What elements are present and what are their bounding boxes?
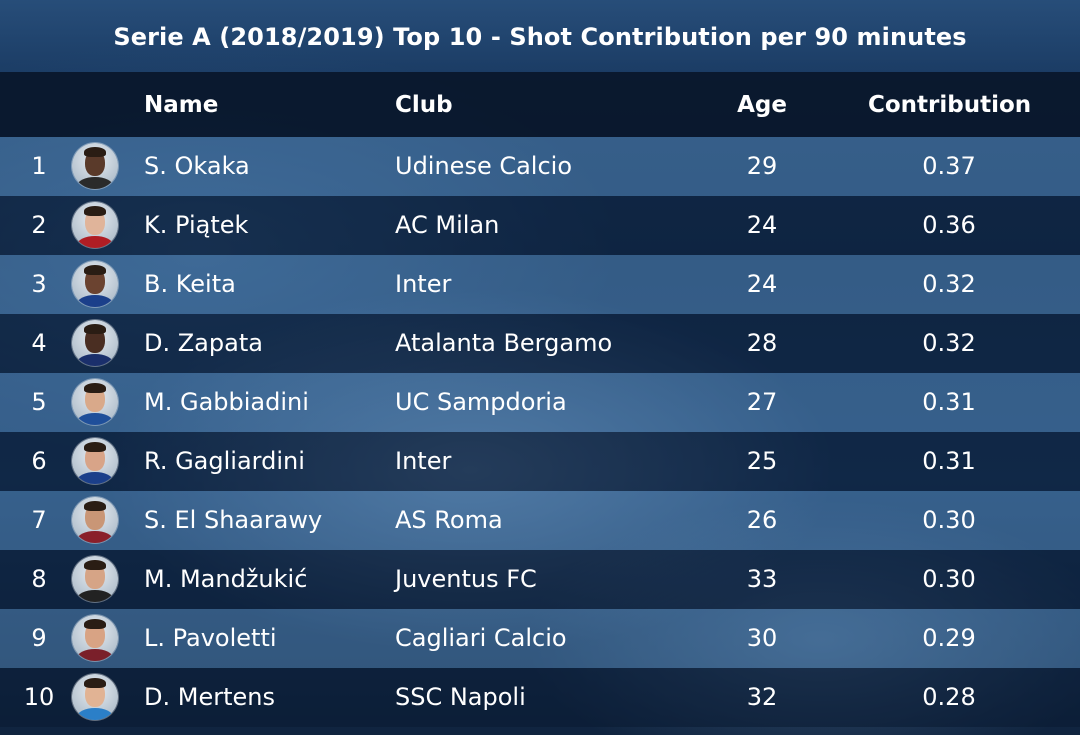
avatar-hair (84, 501, 106, 511)
table-row: 3 B. Keita Inter 24 0.32 (0, 255, 1080, 314)
column-header-name: Name (144, 92, 219, 118)
player-avatar (72, 438, 118, 484)
club-cell: Udinese Calcio (395, 152, 573, 180)
player-name-cell: B. Keita (144, 270, 236, 298)
table-row: 5 M. Gabbiadini UC Sampdoria 27 0.31 (0, 373, 1080, 432)
player-name-cell: D. Zapata (144, 329, 263, 357)
player-name-cell: D. Mertens (144, 683, 275, 711)
contribution-cell: 0.30 (922, 506, 976, 534)
chart-title: Serie A (2018/2019) Top 10 - Shot Contri… (0, 0, 1080, 72)
avatar-shirt (77, 295, 113, 307)
avatar-hair (84, 619, 106, 629)
avatar-hair (84, 265, 106, 275)
table-row: 6 R. Gagliardini Inter 25 0.31 (0, 432, 1080, 491)
rank-cell: 1 (31, 152, 47, 180)
player-avatar (72, 320, 118, 366)
contribution-cell: 0.32 (922, 329, 976, 357)
club-cell: Inter (395, 270, 452, 298)
player-name-cell: L. Pavoletti (144, 624, 277, 652)
player-name-cell: S. Okaka (144, 152, 250, 180)
club-cell: UC Sampdoria (395, 388, 567, 416)
avatar-shirt (77, 590, 113, 602)
avatar-shirt (77, 649, 113, 661)
column-header-contribution: Contribution (868, 92, 1032, 118)
club-cell: Cagliari Calcio (395, 624, 567, 652)
player-name-cell: R. Gagliardini (144, 447, 305, 475)
player-avatar (72, 674, 118, 720)
table-row: 7 S. El Shaarawy AS Roma 26 0.30 (0, 491, 1080, 550)
age-cell: 25 (746, 447, 778, 475)
contribution-cell: 0.31 (922, 388, 976, 416)
age-cell: 24 (746, 270, 778, 298)
player-avatar (72, 202, 118, 248)
rank-cell: 6 (31, 447, 47, 475)
column-header-club: Club (395, 92, 453, 118)
column-header-age: Age (737, 92, 787, 118)
avatar-hair (84, 324, 106, 334)
table-row: 4 D. Zapata Atalanta Bergamo 28 0.32 (0, 314, 1080, 373)
rank-cell: 5 (31, 388, 47, 416)
player-avatar (72, 497, 118, 543)
rank-cell: 9 (31, 624, 47, 652)
contribution-cell: 0.36 (922, 211, 976, 239)
avatar-hair (84, 442, 106, 452)
club-cell: SSC Napoli (395, 683, 526, 711)
table-row: 2 K. Piątek AC Milan 24 0.36 (0, 196, 1080, 255)
age-cell: 24 (746, 211, 778, 239)
club-cell: Juventus FC (395, 565, 537, 593)
rank-cell: 2 (31, 211, 47, 239)
club-cell: AS Roma (395, 506, 503, 534)
rank-cell: 3 (31, 270, 47, 298)
rank-cell: 7 (31, 506, 47, 534)
avatar-shirt (77, 708, 113, 720)
rank-cell: 10 (23, 683, 55, 711)
avatar-hair (84, 206, 106, 216)
avatar-shirt (77, 413, 113, 425)
table-row: 9 L. Pavoletti Cagliari Calcio 30 0.29 (0, 609, 1080, 668)
age-cell: 26 (746, 506, 778, 534)
age-cell: 32 (746, 683, 778, 711)
contribution-cell: 0.31 (922, 447, 976, 475)
avatar-hair (84, 147, 106, 157)
club-cell: AC Milan (395, 211, 500, 239)
table-row: 8 M. Mandžukić Juventus FC 33 0.30 (0, 550, 1080, 609)
contribution-cell: 0.30 (922, 565, 976, 593)
age-cell: 30 (746, 624, 778, 652)
player-avatar (72, 556, 118, 602)
table-body: 1 S. Okaka Udinese Calcio 29 0.37 2 K. Piątek A… (0, 137, 1080, 727)
rank-cell: 8 (31, 565, 47, 593)
player-name-cell: M. Mandžukić (144, 565, 308, 593)
avatar-shirt (77, 531, 113, 543)
player-name-cell: S. El Shaarawy (144, 506, 323, 534)
contribution-cell: 0.28 (922, 683, 976, 711)
table-header: Name Club Age Contribution (0, 72, 1080, 137)
player-name-cell: K. Piątek (144, 211, 249, 239)
avatar-hair (84, 678, 106, 688)
avatar-hair (84, 560, 106, 570)
age-cell: 33 (746, 565, 778, 593)
avatar-shirt (77, 472, 113, 484)
age-cell: 28 (746, 329, 778, 357)
player-name-cell: M. Gabbiadini (144, 388, 309, 416)
rank-cell: 4 (31, 329, 47, 357)
avatar-shirt (77, 354, 113, 366)
player-avatar (72, 615, 118, 661)
avatar-shirt (77, 236, 113, 248)
club-cell: Atalanta Bergamo (395, 329, 613, 357)
avatar-hair (84, 383, 106, 393)
age-cell: 27 (746, 388, 778, 416)
contribution-cell: 0.37 (922, 152, 976, 180)
club-cell: Inter (395, 447, 452, 475)
contribution-cell: 0.32 (922, 270, 976, 298)
contribution-cell: 0.29 (922, 624, 976, 652)
player-avatar (72, 261, 118, 307)
player-avatar (72, 379, 118, 425)
avatar-shirt (77, 177, 113, 189)
age-cell: 29 (746, 152, 778, 180)
player-avatar (72, 143, 118, 189)
table-row: 10 D. Mertens SSC Napoli 32 0.28 (0, 668, 1080, 727)
table-row: 1 S. Okaka Udinese Calcio 29 0.37 (0, 137, 1080, 196)
